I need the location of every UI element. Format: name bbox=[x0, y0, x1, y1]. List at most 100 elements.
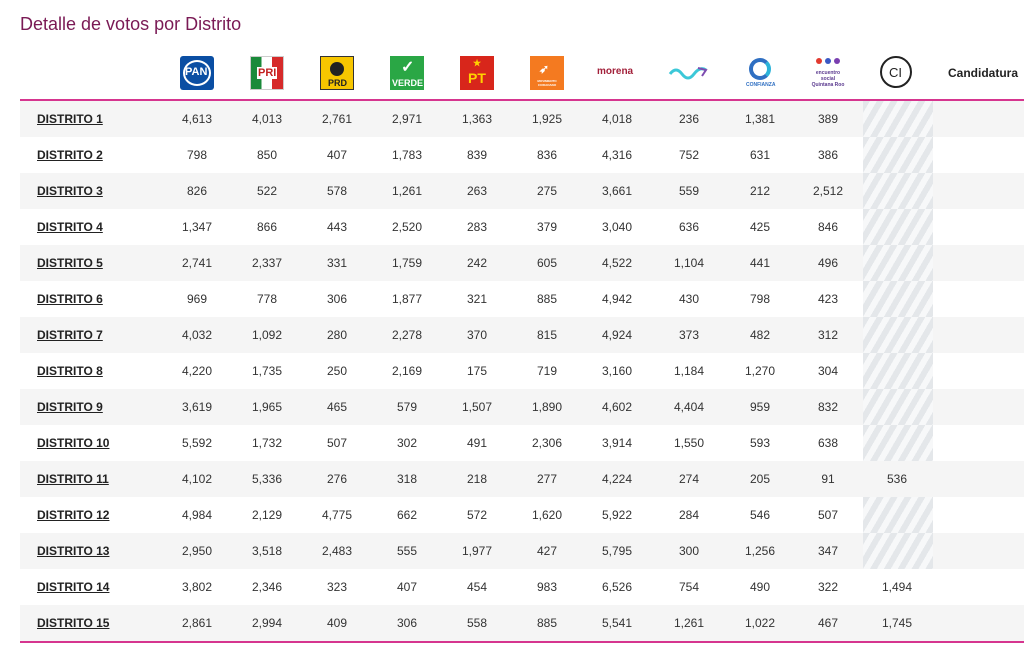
vote-cell-mc: 379 bbox=[536, 220, 558, 234]
table-row: DISTRITO 7 4,032 1,092 280 2,278 370 815 4,924 3… bbox=[20, 317, 1024, 353]
ci-not-applicable-cell bbox=[863, 497, 933, 533]
vote-cell-nueva-alianza: 4,404 bbox=[673, 400, 705, 414]
nueva-alianza-logo-icon bbox=[668, 67, 708, 80]
vote-cell-morena: 4,522 bbox=[601, 256, 633, 270]
table-row: DISTRITO 6 969 778 306 1,877 321 885 4,942 430 79… bbox=[20, 281, 1024, 317]
vote-cell-verde: 1,877 bbox=[391, 292, 423, 306]
vote-cell-pt: 175 bbox=[466, 364, 488, 378]
vote-cell-morena: 5,541 bbox=[601, 616, 633, 630]
vote-cell-verde: 2,278 bbox=[391, 328, 423, 342]
vote-cell-morena: 4,224 bbox=[601, 472, 633, 486]
district-link[interactable]: DISTRITO 9 bbox=[37, 400, 103, 414]
district-link[interactable]: DISTRITO 2 bbox=[37, 148, 103, 162]
vote-cell-pt: 572 bbox=[466, 508, 488, 522]
district-link[interactable]: DISTRITO 8 bbox=[37, 364, 103, 378]
table-row: DISTRITO 12 4,984 2,129 4,775 662 572 1,620 5,9… bbox=[20, 497, 1024, 533]
vote-cell-pan: 1,347 bbox=[181, 220, 213, 234]
district-link[interactable]: DISTRITO 12 bbox=[37, 508, 110, 522]
vote-cell-confianza: 1,270 bbox=[744, 364, 776, 378]
vote-cell-pan: 969 bbox=[186, 292, 208, 306]
vote-cell-pan: 826 bbox=[186, 184, 208, 198]
district-link[interactable]: DISTRITO 7 bbox=[37, 328, 103, 342]
vote-cell-confianza: 631 bbox=[749, 148, 771, 162]
vote-cell-prd: 465 bbox=[326, 400, 348, 414]
vote-cell-encuentro: 423 bbox=[817, 292, 839, 306]
table-row: DISTRITO 10 5,592 1,732 507 302 491 2,306 3,914… bbox=[20, 425, 1024, 461]
vote-cell-encuentro: 467 bbox=[817, 616, 839, 630]
vote-cell-nueva-alianza: 1,261 bbox=[673, 616, 705, 630]
district-link[interactable]: DISTRITO 15 bbox=[37, 616, 110, 630]
vote-cell-pri: 1,092 bbox=[251, 328, 283, 342]
ci-not-applicable-cell bbox=[863, 389, 933, 425]
vote-cell-ci: 1,745 bbox=[881, 616, 913, 630]
vote-cell-pri: 3,518 bbox=[251, 544, 283, 558]
district-link[interactable]: DISTRITO 10 bbox=[37, 436, 110, 450]
table-row: DISTRITO 2 798 850 407 1,783 839 836 4,316 752 63… bbox=[20, 137, 1024, 173]
movimiento-ciudadano-logo-icon: ➶ MOVIMIENTO CIUDADANO bbox=[530, 56, 564, 90]
vote-cell-pri: 2,337 bbox=[251, 256, 283, 270]
vote-cell-verde: 1,759 bbox=[391, 256, 423, 270]
vote-cell-encuentro: 638 bbox=[817, 436, 839, 450]
vote-cell-mc: 719 bbox=[536, 364, 558, 378]
vote-cell-pri: 2,129 bbox=[251, 508, 283, 522]
vote-cell-encuentro: 347 bbox=[817, 544, 839, 558]
vote-cell-mc: 1,890 bbox=[531, 400, 563, 414]
vote-cell-prd: 2,483 bbox=[321, 544, 353, 558]
vote-cell-pan: 2,950 bbox=[181, 544, 213, 558]
vote-cell-pt: 263 bbox=[466, 184, 488, 198]
vote-cell-verde: 1,261 bbox=[391, 184, 423, 198]
vote-cell-pan: 4,032 bbox=[181, 328, 213, 342]
encuentro-social-logo-icon: encuentro social Quintana Roo bbox=[810, 56, 846, 90]
vote-cell-pt: 1,507 bbox=[461, 400, 493, 414]
table-row: DISTRITO 13 2,950 3,518 2,483 555 1,977 427 5,7… bbox=[20, 533, 1024, 569]
vote-cell-encuentro: 322 bbox=[817, 580, 839, 594]
vote-cell-mc: 427 bbox=[536, 544, 558, 558]
vote-cell-encuentro: 2,512 bbox=[812, 184, 844, 198]
vote-cell-pri: 1,735 bbox=[251, 364, 283, 378]
vote-cell-pan: 4,220 bbox=[181, 364, 213, 378]
vote-cell-prd: 578 bbox=[326, 184, 348, 198]
vote-cell-morena: 4,018 bbox=[601, 112, 633, 126]
table-bottom-border bbox=[20, 641, 1024, 643]
district-link[interactable]: DISTRITO 1 bbox=[37, 112, 103, 126]
vote-cell-verde: 318 bbox=[396, 472, 418, 486]
vote-cell-pt: 370 bbox=[466, 328, 488, 342]
vote-cell-encuentro: 386 bbox=[817, 148, 839, 162]
vote-cell-pt: 1,977 bbox=[461, 544, 493, 558]
vote-cell-morena: 4,602 bbox=[601, 400, 633, 414]
vote-cell-pt: 558 bbox=[466, 616, 488, 630]
vote-cell-pan: 3,802 bbox=[181, 580, 213, 594]
vote-cell-prd: 331 bbox=[326, 256, 348, 270]
vote-cell-verde: 555 bbox=[396, 544, 418, 558]
district-link[interactable]: DISTRITO 13 bbox=[37, 544, 110, 558]
candidato-independiente-logo-icon: CI bbox=[880, 56, 912, 88]
table-row: DISTRITO 3 826 522 578 1,261 263 275 3,661 559 21… bbox=[20, 173, 1024, 209]
vote-cell-pan: 4,102 bbox=[181, 472, 213, 486]
district-link[interactable]: DISTRITO 11 bbox=[37, 472, 109, 486]
vote-cell-pan: 3,619 bbox=[181, 400, 213, 414]
vote-cell-pan: 4,613 bbox=[181, 112, 213, 126]
pan-logo-icon: PAN bbox=[180, 56, 214, 90]
vote-cell-pt: 1,363 bbox=[461, 112, 493, 126]
vote-cell-ci: 536 bbox=[886, 472, 908, 486]
vote-cell-verde: 662 bbox=[396, 508, 418, 522]
vote-cell-prd: 280 bbox=[326, 328, 348, 342]
vote-cell-nueva-alianza: 274 bbox=[678, 472, 700, 486]
district-link[interactable]: DISTRITO 5 bbox=[37, 256, 103, 270]
ci-not-applicable-cell bbox=[863, 425, 933, 461]
district-link[interactable]: DISTRITO 14 bbox=[37, 580, 110, 594]
ci-not-applicable-cell bbox=[863, 533, 933, 569]
vote-cell-pri: 522 bbox=[256, 184, 278, 198]
district-link[interactable]: DISTRITO 4 bbox=[37, 220, 103, 234]
vote-cell-morena: 3,914 bbox=[601, 436, 633, 450]
confianza-logo-icon: CONFIANZA bbox=[743, 56, 777, 90]
vote-cell-ci: 1,494 bbox=[881, 580, 913, 594]
pri-logo-icon: PRI bbox=[250, 56, 284, 90]
table-row: DISTRITO 14 3,802 2,346 323 407 454 983 6,526 75… bbox=[20, 569, 1024, 605]
district-link[interactable]: DISTRITO 6 bbox=[37, 292, 103, 306]
morena-logo-icon: morena bbox=[597, 66, 634, 77]
vote-cell-verde: 579 bbox=[396, 400, 418, 414]
vote-cell-confianza: 1,381 bbox=[744, 112, 776, 126]
district-link[interactable]: DISTRITO 3 bbox=[37, 184, 103, 198]
ci-not-applicable-cell bbox=[863, 209, 933, 245]
